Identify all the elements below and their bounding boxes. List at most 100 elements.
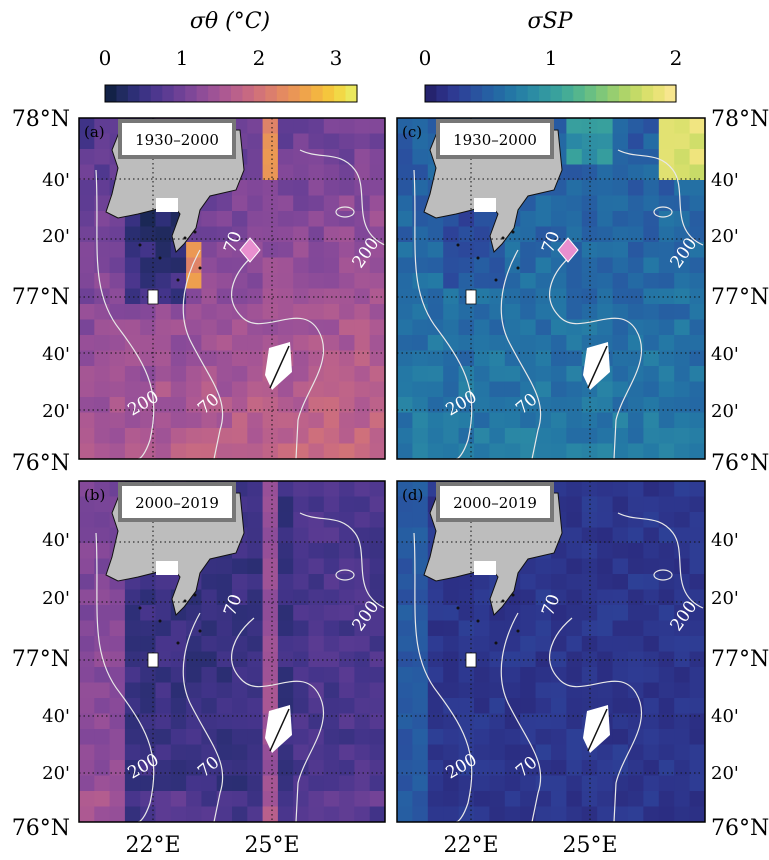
heatmap-cell bbox=[323, 496, 340, 513]
lat-label: 20' bbox=[42, 226, 70, 247]
heatmap-cell bbox=[397, 149, 413, 165]
heatmap-cell bbox=[597, 211, 614, 227]
heatmap-cell bbox=[551, 443, 567, 459]
heatmap-cell bbox=[79, 211, 95, 227]
heatmap-cell bbox=[474, 443, 490, 459]
heatmap-cell bbox=[262, 558, 279, 575]
heatmap-cell bbox=[643, 527, 660, 544]
heatmap-cell bbox=[689, 335, 705, 351]
heatmap-cell bbox=[369, 791, 385, 807]
heatmap-cell bbox=[94, 319, 111, 336]
heatmap-cell bbox=[293, 180, 309, 196]
heatmap-cell bbox=[369, 512, 385, 528]
heatmap-cell bbox=[412, 381, 429, 398]
heatmap-cell bbox=[140, 335, 156, 351]
heatmap-cell bbox=[155, 257, 172, 274]
heatmap-cell bbox=[412, 273, 429, 289]
heatmap-cell bbox=[597, 257, 614, 274]
heatmap-cell bbox=[232, 775, 248, 792]
heatmap-cell bbox=[658, 226, 675, 243]
heatmap-cell bbox=[155, 226, 172, 243]
heatmap-cell bbox=[566, 574, 583, 590]
colorbar-swatch bbox=[231, 85, 244, 102]
heatmap-cell bbox=[79, 620, 95, 637]
heatmap-cell bbox=[412, 164, 429, 181]
heatmap-cell bbox=[369, 195, 385, 212]
heatmap-cell bbox=[458, 226, 475, 243]
heatmap-cell bbox=[520, 620, 537, 637]
heatmap-cell bbox=[643, 428, 660, 444]
heatmap-cell bbox=[658, 682, 675, 699]
heatmap-cell bbox=[124, 242, 141, 258]
heatmap-cell bbox=[293, 527, 309, 544]
heatmap-cell bbox=[474, 744, 490, 761]
heatmap-cell bbox=[262, 651, 279, 668]
heatmap-cell bbox=[170, 698, 187, 714]
heatmap-cell bbox=[658, 589, 675, 606]
heatmap-cell bbox=[581, 589, 598, 606]
heatmap-cell bbox=[232, 698, 248, 714]
heatmap-cell bbox=[201, 319, 218, 336]
colorbar-swatch bbox=[493, 85, 506, 102]
heatmap-cell bbox=[535, 744, 552, 761]
heatmap-cell bbox=[170, 412, 187, 429]
heatmap-cell bbox=[308, 558, 325, 575]
heatmap-cell bbox=[339, 180, 355, 196]
heatmap-cell bbox=[94, 574, 111, 590]
heatmap-cell bbox=[216, 366, 233, 382]
heatmap-cell bbox=[232, 589, 248, 606]
heatmap-cell bbox=[308, 288, 325, 305]
heatmap-cell bbox=[566, 118, 583, 134]
heatmap-cell bbox=[94, 543, 111, 559]
heatmap-cell bbox=[170, 350, 187, 367]
heatmap-cell bbox=[397, 211, 413, 227]
heatmap-cell bbox=[520, 257, 537, 274]
heatmap-cell bbox=[581, 149, 598, 165]
heatmap-cell bbox=[216, 304, 233, 320]
heatmap-cell bbox=[489, 273, 506, 289]
heatmap-cell bbox=[323, 118, 340, 134]
heatmap-cell bbox=[369, 443, 385, 459]
heatmap-cell bbox=[674, 512, 691, 528]
heatmap-cell bbox=[551, 381, 567, 398]
heatmap-cell bbox=[277, 791, 294, 807]
heatmap-cell bbox=[689, 428, 705, 444]
colorbar-swatch bbox=[116, 85, 129, 102]
heatmap-cell bbox=[94, 667, 111, 683]
heatmap-cell bbox=[186, 257, 202, 274]
heatmap-cell bbox=[658, 698, 675, 714]
heatmap-cell bbox=[354, 366, 371, 382]
heatmap-cell bbox=[443, 620, 460, 637]
heatmap-cell bbox=[689, 713, 705, 730]
heatmap-cell bbox=[262, 512, 279, 528]
heatmap-cell bbox=[323, 319, 340, 336]
heatmap-cell bbox=[504, 288, 521, 305]
heatmap-cell bbox=[262, 775, 279, 792]
heatmap-cell bbox=[427, 257, 444, 274]
heatmap-cell bbox=[216, 791, 233, 807]
heatmap-cell bbox=[155, 381, 172, 398]
heatmap-cell bbox=[397, 319, 413, 336]
heatmap-cell bbox=[262, 806, 279, 822]
heatmap-cell bbox=[201, 620, 218, 637]
heatmap-cell bbox=[216, 195, 233, 212]
heatmap-cell bbox=[262, 574, 279, 590]
heatmap-cell bbox=[535, 288, 552, 305]
heatmap-cell bbox=[186, 288, 202, 305]
isobath-70 bbox=[549, 617, 642, 822]
heatmap-cell bbox=[293, 319, 309, 336]
heatmap-cell bbox=[308, 636, 325, 652]
heatmap-cell bbox=[474, 304, 490, 320]
heatmap-cell bbox=[79, 366, 95, 382]
colorbar-swatch bbox=[664, 85, 677, 102]
heatmap-cell bbox=[262, 195, 279, 212]
heatmap-cell bbox=[551, 350, 567, 367]
heatmap-cell bbox=[277, 620, 294, 637]
heatmap-cell bbox=[308, 366, 325, 382]
lat-label: 77°N bbox=[12, 285, 70, 310]
heatmap-cell bbox=[201, 636, 218, 652]
colorbar-swatch bbox=[653, 85, 666, 102]
heatmap-cell bbox=[354, 381, 371, 398]
isobath-loop bbox=[653, 206, 673, 218]
heatmap-cell bbox=[323, 428, 340, 444]
